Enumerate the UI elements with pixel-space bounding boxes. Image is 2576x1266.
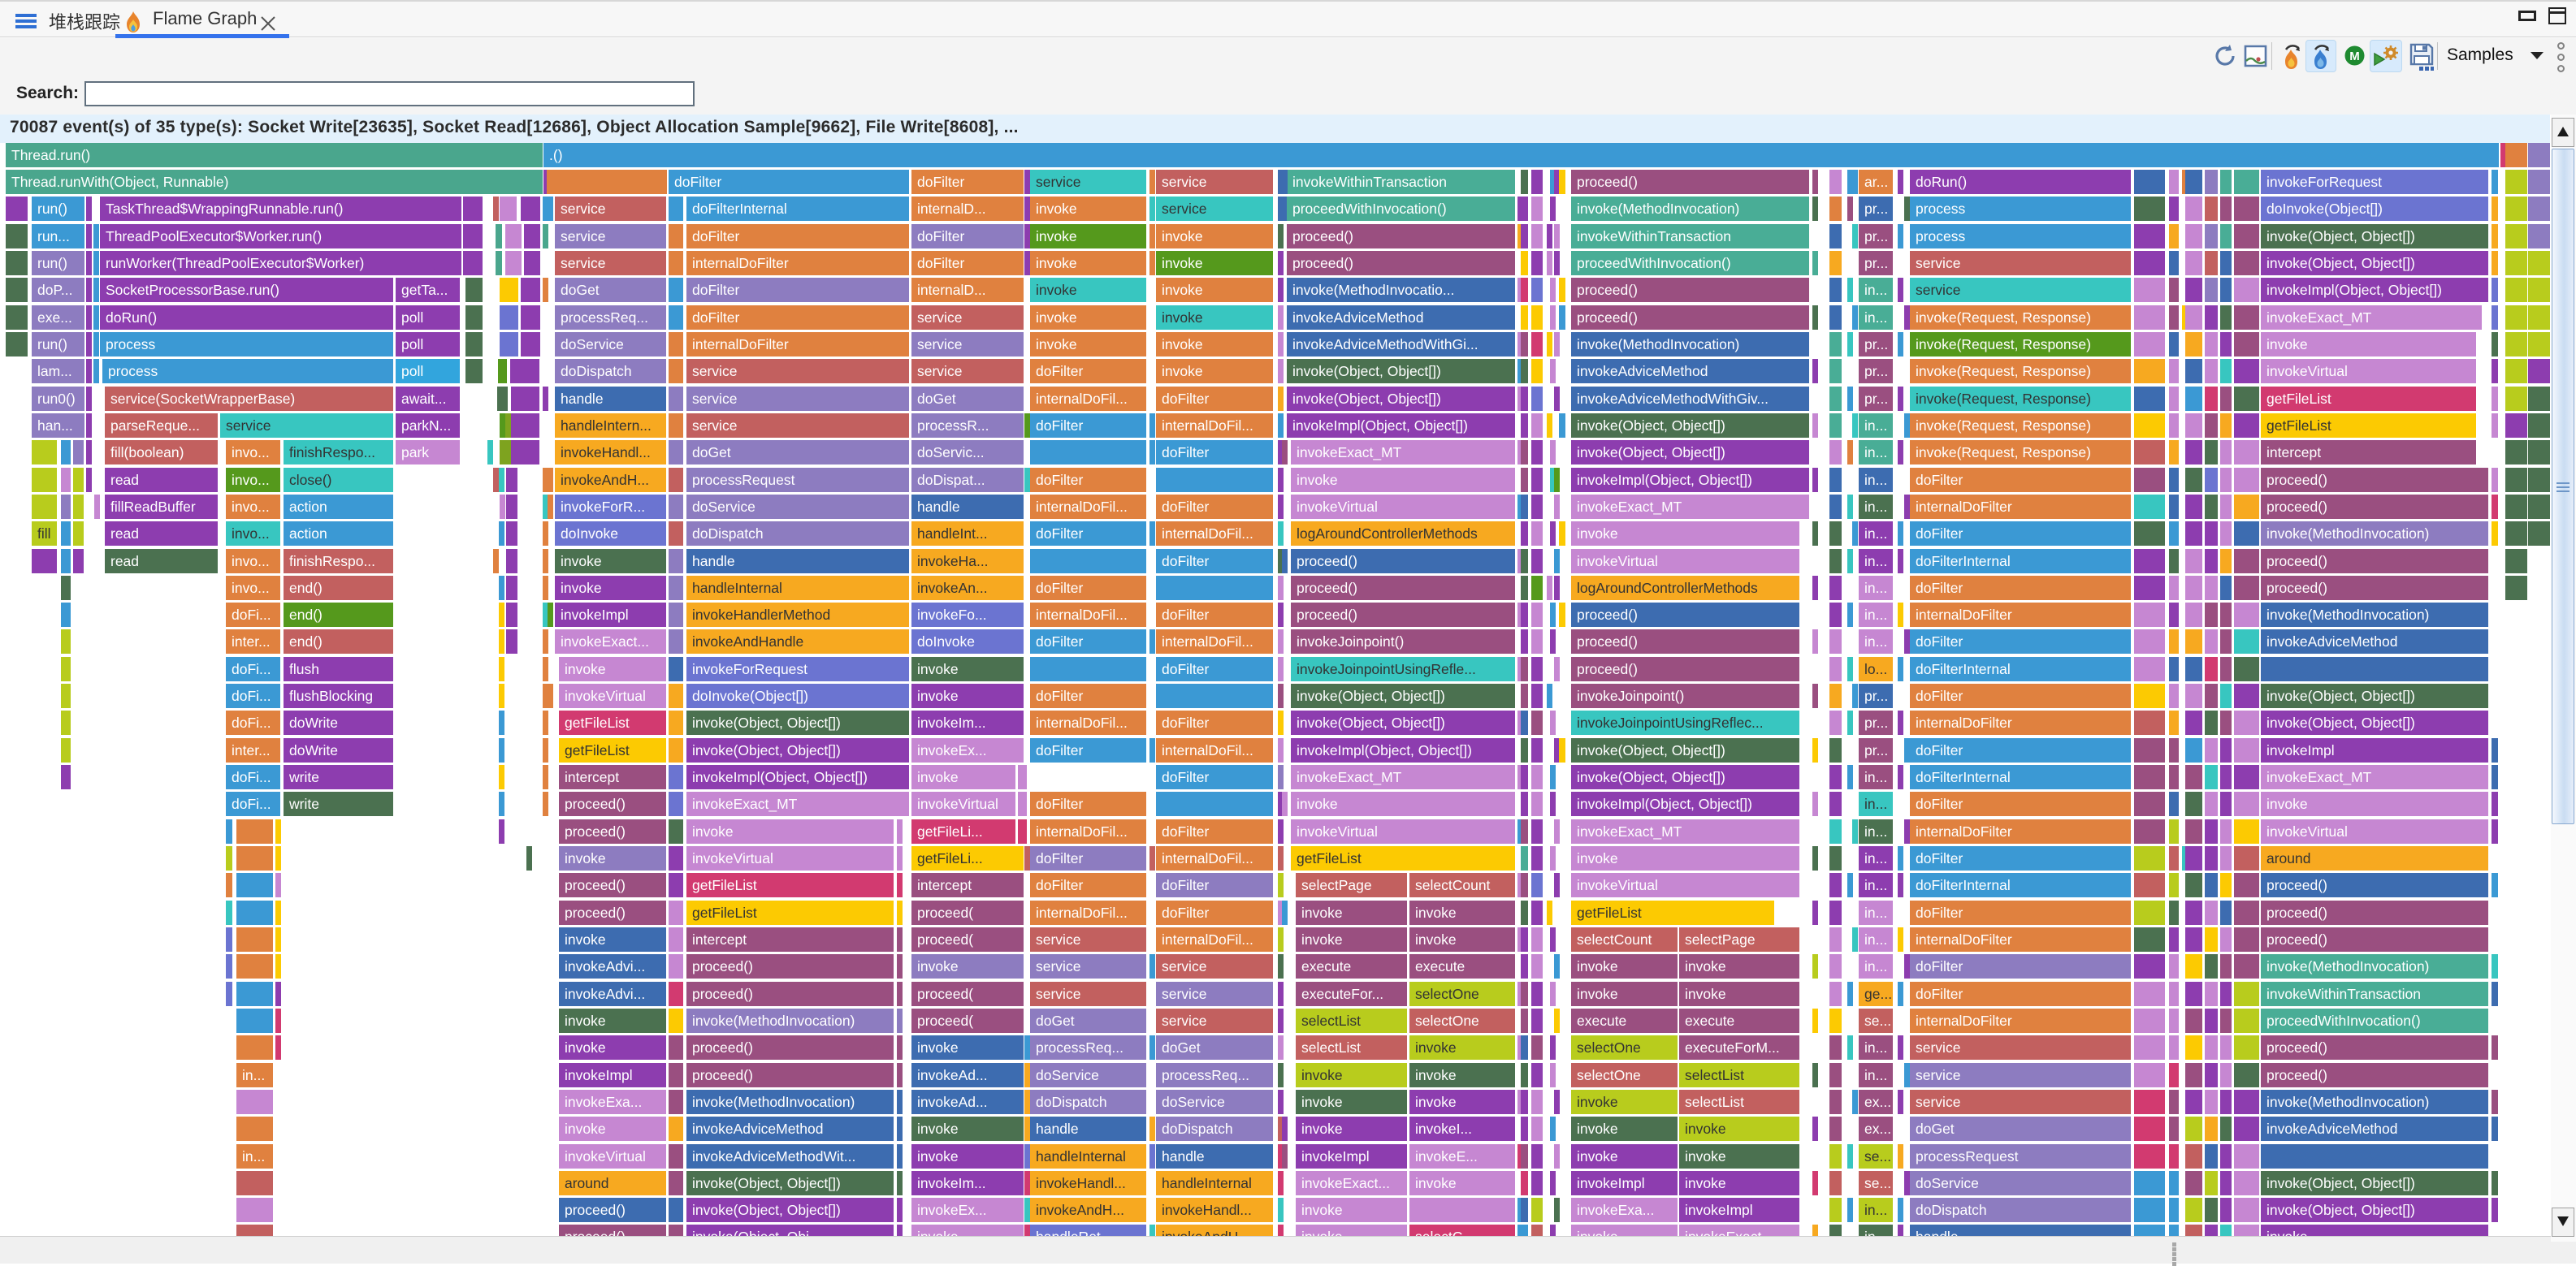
svg-text:M: M (2349, 50, 2360, 63)
